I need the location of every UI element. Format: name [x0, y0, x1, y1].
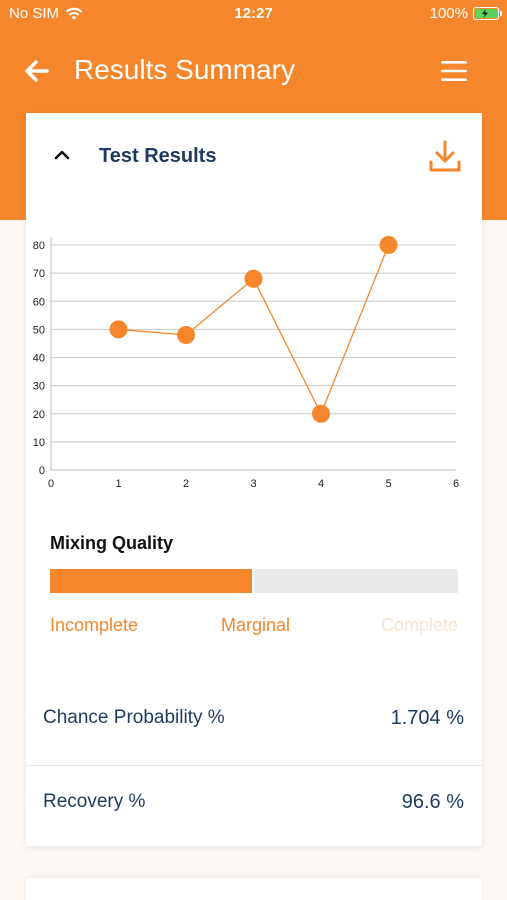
- y-tick-label: 80: [33, 240, 45, 252]
- recovery-value: 96.6 %: [401, 791, 464, 813]
- app-header: Results Summary: [0, 40, 507, 100]
- x-tick-label: 2: [183, 478, 189, 490]
- card-title: Test Results: [99, 145, 217, 167]
- chance-probability-value: 1.704 %: [390, 707, 464, 729]
- label-incomplete: Incomplete: [50, 615, 139, 635]
- y-tick-label: 40: [33, 353, 45, 365]
- charging-bolt-icon: [482, 9, 488, 18]
- recovery-row: Recovery % 96.6 %: [26, 775, 482, 827]
- next-card: [26, 878, 482, 900]
- menu-button[interactable]: [439, 58, 469, 84]
- status-left: No SIM: [9, 5, 83, 22]
- download-icon: [429, 140, 461, 172]
- divider: [26, 765, 482, 766]
- y-tick-label: 0: [39, 465, 45, 477]
- x-tick-label: 6: [453, 478, 459, 490]
- y-tick-label: 60: [33, 296, 45, 308]
- data-point: [244, 269, 263, 288]
- label-complete: Complete: [380, 615, 458, 635]
- battery-icon: [473, 7, 502, 20]
- clock: 12:27: [234, 5, 273, 22]
- battery-fill: [475, 9, 497, 18]
- arrow-left-icon: [25, 60, 49, 82]
- status-bar: No SIM 12:27 100%: [0, 0, 507, 28]
- data-point: [177, 326, 195, 344]
- page-title: Results Summary: [74, 54, 295, 85]
- battery-percent: 100%: [429, 5, 468, 22]
- y-tick-label: 10: [33, 437, 45, 449]
- mixing-quality-labels: Incomplete Marginal Complete: [50, 615, 458, 639]
- x-tick-label: 1: [115, 478, 121, 490]
- status-right: 100%: [429, 5, 502, 22]
- collapse-button[interactable]: [52, 145, 72, 165]
- data-point: [379, 236, 398, 254]
- x-tick-label: 5: [385, 478, 391, 490]
- wifi-icon: [65, 7, 83, 20]
- back-button[interactable]: [22, 56, 52, 86]
- results-line-chart: 0 10 20 30 40 50 60 70 80 0 1 2 3 4 5 6: [33, 236, 459, 490]
- x-tick-label: 3: [250, 478, 256, 490]
- mixing-quality-fill: [50, 569, 254, 593]
- data-point: [312, 404, 330, 423]
- battery-cap: [500, 11, 502, 16]
- y-tick-label: 20: [33, 409, 45, 421]
- mixing-quality-title: Mixing Quality: [50, 533, 174, 553]
- hamburger-menu-icon: [441, 61, 467, 81]
- x-tick-label: 0: [48, 478, 54, 490]
- x-tick-label: 4: [318, 478, 324, 490]
- y-tick-label: 70: [33, 268, 45, 280]
- y-tick-label: 50: [33, 324, 45, 336]
- data-point: [109, 320, 128, 339]
- label-marginal: Marginal: [221, 615, 291, 635]
- chance-probability-row: Chance Probability % 1.704 %: [26, 691, 482, 743]
- chance-probability-label: Chance Probability %: [43, 707, 225, 728]
- test-results-card: Test Results 0 10 20 30 40 50 60 70 80 0 1 2 3 4 5 6 Mi…: [26, 113, 482, 846]
- recovery-label: Recovery %: [43, 791, 146, 812]
- download-button[interactable]: [428, 139, 462, 175]
- chevron-up-icon: [54, 150, 70, 160]
- mixing-quality-bar: [50, 569, 458, 593]
- carrier-label: No SIM: [9, 5, 60, 22]
- y-tick-label: 30: [33, 381, 45, 393]
